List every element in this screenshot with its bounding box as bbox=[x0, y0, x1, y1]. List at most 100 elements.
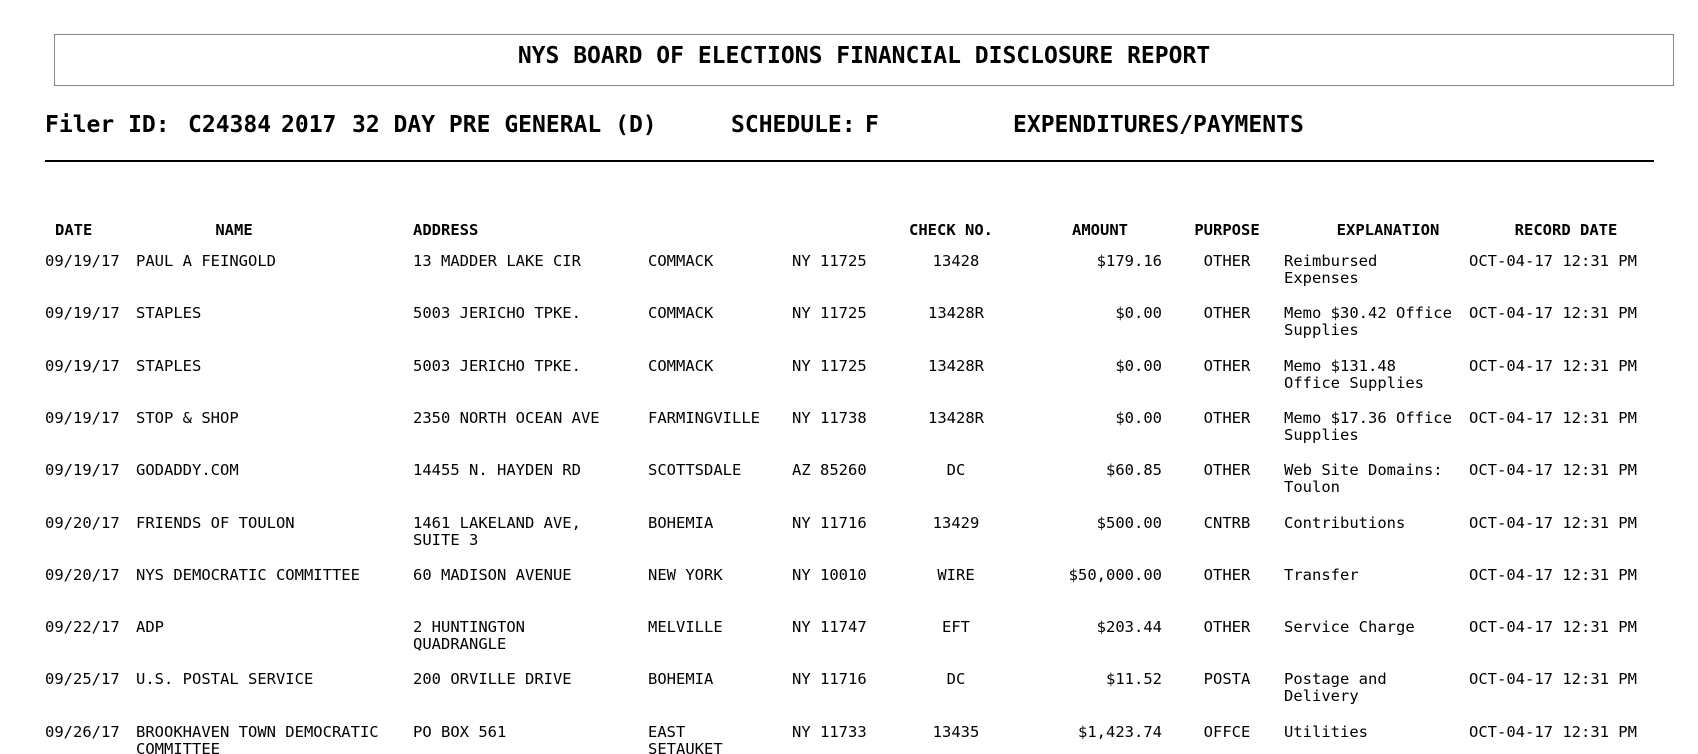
check-no: 13435 bbox=[932, 722, 980, 741]
record-date: OCT-04-17 12:31 PM bbox=[1469, 408, 1637, 427]
state-zip: NY 11725 bbox=[792, 304, 867, 323]
check-no: 13428R bbox=[928, 356, 984, 375]
address: 5003 JERICHO TPKE. bbox=[413, 356, 581, 375]
date: 09/20/17 bbox=[45, 565, 120, 584]
column-header: RECORD DATE bbox=[1514, 221, 1618, 239]
explanation: Utilities bbox=[1284, 722, 1368, 741]
schedule-type: EXPENDITURES/PAYMENTS bbox=[1013, 112, 1304, 138]
check-no: 13428R bbox=[928, 304, 984, 323]
column-header: AMOUNT bbox=[1072, 221, 1128, 239]
name: NYS DEMOCRATIC COMMITTEE bbox=[136, 565, 360, 584]
name: GODADDY.COM bbox=[136, 461, 239, 480]
date: 09/25/17 bbox=[45, 670, 120, 689]
name: STAPLES bbox=[136, 356, 202, 375]
check-no: DC bbox=[946, 670, 966, 689]
column-header: ADDRESS bbox=[413, 221, 479, 239]
record-date: OCT-04-17 12:31 PM bbox=[1469, 722, 1637, 741]
state-zip: NY 11725 bbox=[792, 252, 867, 270]
amount: $203.44 bbox=[1096, 618, 1162, 637]
amount: $1,423.74 bbox=[1078, 722, 1162, 741]
check-no: 13428 bbox=[932, 252, 980, 270]
explanation: Service Charge bbox=[1284, 618, 1415, 637]
column-header: PURPOSE bbox=[1194, 221, 1260, 239]
record-date: OCT-04-17 12:31 PM bbox=[1469, 304, 1637, 323]
address: 5003 JERICHO TPKE. bbox=[413, 304, 581, 323]
explanation: Memo $131.48 Office Supplies bbox=[1284, 356, 1424, 392]
city: COMMACK bbox=[648, 304, 714, 323]
city: FARMINGVILLE bbox=[648, 408, 760, 427]
purpose: CNTRB bbox=[1203, 513, 1251, 532]
explanation: Memo $30.42 Office Supplies bbox=[1284, 304, 1452, 340]
purpose: OTHER bbox=[1203, 304, 1251, 323]
name: FRIENDS OF TOULON bbox=[136, 513, 295, 532]
filer-year: 2017 bbox=[281, 112, 337, 138]
address: 200 ORVILLE DRIVE bbox=[413, 670, 572, 689]
state-zip: NY 11747 bbox=[792, 618, 867, 637]
purpose: OFFCE bbox=[1203, 722, 1251, 741]
date: 09/22/17 bbox=[45, 618, 120, 637]
column-header: NAME bbox=[215, 221, 253, 239]
address: 2 HUNTINGTON QUADRANGLE bbox=[413, 618, 525, 654]
purpose: OTHER bbox=[1203, 618, 1251, 637]
check-no: WIRE bbox=[937, 565, 975, 584]
report-title: NYS BOARD OF ELECTIONS FINANCIAL DISCLOS… bbox=[517, 43, 1211, 69]
schedule-label: SCHEDULE: bbox=[731, 112, 856, 138]
date: 09/19/17 bbox=[45, 304, 120, 323]
name: BROOKHAVEN TOWN DEMOCRATIC COMMITTEE bbox=[136, 722, 379, 754]
record-date: OCT-04-17 12:31 PM bbox=[1469, 252, 1637, 270]
filer-label: Filer ID: bbox=[45, 112, 170, 138]
city: EAST SETAUKET bbox=[648, 722, 723, 754]
state-zip: AZ 85260 bbox=[792, 461, 867, 480]
purpose: OTHER bbox=[1203, 408, 1251, 427]
amount: $11.52 bbox=[1106, 670, 1162, 689]
state-zip: NY 11738 bbox=[792, 408, 867, 427]
name: PAUL A FEINGOLD bbox=[136, 252, 276, 270]
date: 09/19/17 bbox=[45, 252, 120, 270]
city: BOHEMIA bbox=[648, 670, 714, 689]
amount: $0.00 bbox=[1115, 356, 1162, 375]
filer-id: C24384 bbox=[188, 112, 272, 138]
amount: $0.00 bbox=[1115, 304, 1162, 323]
explanation: Transfer bbox=[1284, 565, 1359, 584]
address: 2350 NORTH OCEAN AVE bbox=[413, 408, 600, 427]
column-header: CHECK NO. bbox=[909, 221, 993, 239]
state-zip: NY 11716 bbox=[792, 513, 867, 532]
explanation: Postage and Delivery bbox=[1284, 670, 1387, 706]
record-date: OCT-04-17 12:31 PM bbox=[1469, 461, 1637, 480]
amount: $500.00 bbox=[1096, 513, 1162, 532]
city: COMMACK bbox=[648, 356, 714, 375]
check-no: 13429 bbox=[932, 513, 980, 532]
address: 14455 N. HAYDEN RD bbox=[413, 461, 581, 480]
city: MELVILLE bbox=[648, 618, 723, 637]
explanation: Web Site Domains: Toulon bbox=[1284, 461, 1443, 497]
address: PO BOX 561 bbox=[413, 722, 507, 741]
column-header: EXPLANATION bbox=[1336, 221, 1440, 239]
name: U.S. POSTAL SERVICE bbox=[136, 670, 314, 689]
filer-period: 32 DAY PRE GENERAL (D) bbox=[352, 112, 657, 138]
explanation: Memo $17.36 Office Supplies bbox=[1284, 408, 1452, 444]
state-zip: NY 10010 bbox=[792, 565, 867, 584]
address: 1461 LAKELAND AVE, SUITE 3 bbox=[413, 513, 581, 549]
purpose: OTHER bbox=[1203, 356, 1251, 375]
amount: $60.85 bbox=[1106, 461, 1162, 480]
city: SCOTTSDALE bbox=[648, 461, 742, 480]
title-box: NYS BOARD OF ELECTIONS FINANCIAL DISCLOS… bbox=[54, 34, 1674, 86]
city: BOHEMIA bbox=[648, 513, 714, 532]
date: 09/20/17 bbox=[45, 513, 120, 532]
schedule: F bbox=[865, 112, 879, 138]
amount: $179.16 bbox=[1096, 252, 1162, 270]
purpose: OTHER bbox=[1203, 565, 1251, 584]
purpose: OTHER bbox=[1203, 252, 1251, 270]
check-no: EFT bbox=[942, 618, 970, 637]
name: STAPLES bbox=[136, 304, 202, 323]
record-date: OCT-04-17 12:31 PM bbox=[1469, 670, 1637, 689]
record-date: OCT-04-17 12:31 PM bbox=[1469, 618, 1637, 637]
amount: $50,000.00 bbox=[1068, 565, 1162, 584]
state-zip: NY 11716 bbox=[792, 670, 867, 689]
explanation: Contributions bbox=[1284, 513, 1406, 532]
date: 09/19/17 bbox=[45, 408, 120, 427]
record-date: OCT-04-17 12:31 PM bbox=[1469, 513, 1637, 532]
name: ADP bbox=[136, 618, 164, 637]
state-zip: NY 11725 bbox=[792, 356, 867, 375]
